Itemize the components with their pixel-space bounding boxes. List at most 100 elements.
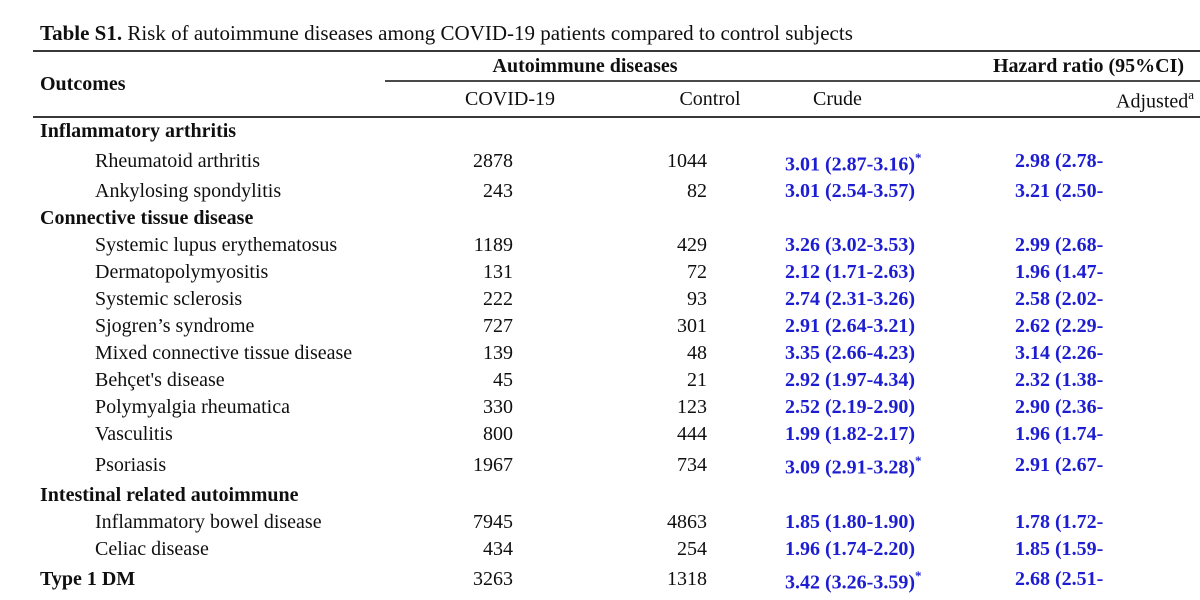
adjusted-hazard-ratio-cell: 1.78 (1.72-	[1015, 510, 1104, 533]
column-header-control: Control	[635, 81, 786, 118]
covid19-count-cell: 330	[483, 396, 513, 419]
column-header-adjusted: Adjusteda	[1015, 81, 1200, 118]
covid19-count-cell: 1189	[473, 234, 513, 257]
covid19-count-cell: 243	[483, 180, 513, 203]
table-row-section: Inflammatory arthritis	[33, 117, 1200, 145]
column-header-crude: Crude	[785, 81, 1016, 118]
adjusted-hazard-ratio-cell: 2.58 (2.02-	[1015, 288, 1104, 311]
crude-hazard-ratio-cell: 3.01 (2.87-3.16)*	[785, 145, 1015, 179]
adjusted-hazard-ratio-cell: 2.99 (2.68-	[1015, 234, 1104, 257]
adjusted-hazard-ratio-cell: 1.96 (1.47-	[1015, 261, 1104, 284]
crude-hazard-ratio-cell: 1.99 (1.82-2.17)	[785, 421, 1015, 448]
outcome-cell: Celiac disease	[95, 537, 209, 560]
table-row: Polymyalgia rheumatica 330 123 2.52 (2.19-2…	[33, 394, 1200, 421]
covid19-count-cell: 727	[483, 315, 513, 338]
autoimmune-risk-table: Outcomes Autoimmune diseases Hazard rati…	[33, 50, 1200, 600]
control-count-cell: 4863	[667, 510, 708, 533]
crude-hazard-ratio-value: 3.26 (3.02-3.53)	[785, 234, 915, 257]
adjusted-footnote-superscript: a	[1188, 87, 1195, 102]
control-count-cell: 1044	[667, 149, 708, 172]
outcome-cell: Intestinal related autoimmune	[40, 483, 299, 506]
table-row-section: Mortality638557691.14 (1.11-1.17)*1.20 (…	[33, 596, 1200, 600]
crude-hazard-ratio-cell: 2.12 (1.71-2.63)	[785, 259, 1015, 286]
crude-hazard-ratio-value: 2.74 (2.31-3.26)	[785, 288, 915, 311]
adjusted-hazard-ratio-cell: 1.96 (1.74-	[1015, 423, 1104, 446]
crude-hazard-ratio-value: 3.01 (2.87-3.16)	[785, 153, 915, 176]
crude-hazard-ratio-cell: 1.85 (1.80-1.90)	[785, 509, 1015, 536]
covid19-count-cell: 45	[493, 369, 513, 392]
covid19-count-cell	[385, 482, 635, 509]
covid19-count-cell: 3263	[473, 568, 513, 591]
crude-hazard-ratio-cell: 3.09 (2.91-3.28)*	[785, 448, 1015, 482]
table-row: Vasculitis 800 444 1.99 (1.82-2.17) 1.96 (1.…	[33, 421, 1200, 448]
control-count-cell: 254	[677, 537, 708, 560]
covid19-count-cell: 2878	[473, 149, 513, 172]
table-caption-text: Risk of autoimmune diseases among COVID-…	[122, 21, 853, 45]
control-count-cell	[635, 117, 785, 145]
adjusted-hazard-ratio-cell: 2.32 (1.38-	[1015, 369, 1104, 392]
adjusted-hazard-ratio-cell: 2.98 (2.78-	[1015, 149, 1104, 172]
covid19-count-cell: 1967	[473, 453, 513, 476]
crude-hazard-ratio-cell	[785, 205, 1015, 232]
table-row: Mixed connective tissue disease 139 48 3.35…	[33, 340, 1200, 367]
outcome-cell: Vasculitis	[95, 423, 173, 446]
crude-hazard-ratio-cell: 2.91 (2.64-3.21)	[785, 313, 1015, 340]
outcome-cell: Psoriasis	[95, 453, 167, 476]
table-body: Inflammatory arthritis Rheumatoid arthrit…	[33, 117, 1200, 600]
crude-hazard-ratio-value: 3.09 (2.91-3.28)	[785, 456, 915, 479]
crude-hazard-ratio-cell: 2.92 (1.97-4.34)	[785, 367, 1015, 394]
crude-hazard-ratio-value: 3.42 (3.26-3.59)	[785, 571, 915, 594]
adjusted-hazard-ratio-cell: 2.68 (2.51-	[1015, 568, 1104, 591]
covid19-count-cell: 434	[483, 537, 513, 560]
table-row: Ankylosing spondylitis 243 82 3.01 (2.54-3.…	[33, 178, 1200, 205]
crude-hazard-ratio-value: 2.12 (1.71-2.63)	[785, 261, 915, 284]
covid19-count-cell: 139	[483, 342, 513, 365]
control-count-cell: 444	[677, 423, 708, 446]
crude-hazard-ratio-cell: 1.96 (1.74-2.20)	[785, 536, 1015, 563]
covid19-count-cell: 131	[483, 261, 513, 284]
table-row-section: Intestinal related autoimmune	[33, 482, 1200, 509]
crude-hazard-ratio-cell: 2.52 (2.19-2.90)	[785, 394, 1015, 421]
outcome-cell: Behçet's disease	[95, 369, 225, 392]
adjusted-hazard-ratio-cell: 1.20 (1.16-	[1015, 596, 1200, 600]
column-header-covid19: COVID-19	[385, 81, 635, 118]
adjusted-hazard-ratio-cell: 3.21 (2.50-	[1015, 180, 1104, 203]
table-header: Outcomes Autoimmune diseases Hazard rati…	[33, 51, 1200, 118]
adjusted-hazard-ratio-cell	[1015, 482, 1200, 509]
outcome-cell: Dermatopolymyositis	[95, 261, 269, 284]
control-count-cell: 21	[687, 369, 708, 392]
table-row: Rheumatoid arthritis 2878 1044 3.01 (2.87-3…	[33, 145, 1200, 179]
table-row: Inflammatory bowel disease 7945 4863 1.85 (…	[33, 509, 1200, 536]
outcome-cell: Connective tissue disease	[40, 207, 254, 230]
control-count-cell: 93	[687, 288, 708, 311]
column-header-outcomes: Outcomes	[33, 51, 385, 118]
control-count-cell: 734	[677, 453, 708, 476]
column-header-adjusted-label: Adjusted	[1116, 90, 1189, 113]
table-row: Celiac disease 434 254 1.96 (1.74-2.20) 1.85…	[33, 536, 1200, 563]
control-count-cell: 5769	[635, 596, 786, 600]
covid19-count-cell	[385, 205, 635, 232]
outcome-cell: Polymyalgia rheumatica	[95, 396, 290, 419]
header-group-row: Outcomes Autoimmune diseases Hazard rati…	[33, 51, 1200, 118]
adjusted-hazard-ratio-cell: 2.62 (2.29-	[1015, 315, 1104, 338]
crude-hazard-ratio-cell: 3.01 (2.54-3.57)	[785, 178, 1015, 205]
control-count-cell: 123	[677, 396, 708, 419]
adjusted-hazard-ratio-cell: 3.14 (2.26-	[1015, 342, 1104, 365]
outcome-cell: Rheumatoid arthritis	[95, 149, 260, 172]
covid19-count-cell: 6385	[385, 596, 635, 600]
control-count-cell: 48	[687, 342, 708, 365]
outcome-cell: Ankylosing spondylitis	[95, 180, 282, 203]
crude-hazard-ratio-value: 2.91 (2.64-3.21)	[785, 315, 915, 338]
adjusted-hazard-ratio-cell	[1015, 205, 1200, 232]
covid19-count-cell: 800	[483, 423, 513, 446]
table-row-section: Type 1 DM 3263 1318 3.42 (3.26-3.59)* 2.68 (…	[33, 563, 1200, 597]
outcome-cell: Mortality	[33, 596, 385, 600]
control-count-cell: 301	[677, 315, 708, 338]
crude-hazard-ratio-value: 1.99 (1.82-2.17)	[785, 423, 915, 446]
significance-asterisk: *	[915, 567, 922, 583]
crude-hazard-ratio-value: 1.85 (1.80-1.90)	[785, 510, 915, 533]
outcome-cell: Inflammatory arthritis	[40, 119, 237, 142]
covid19-count-cell: 7945	[473, 510, 513, 533]
crude-hazard-ratio-cell	[785, 482, 1015, 509]
